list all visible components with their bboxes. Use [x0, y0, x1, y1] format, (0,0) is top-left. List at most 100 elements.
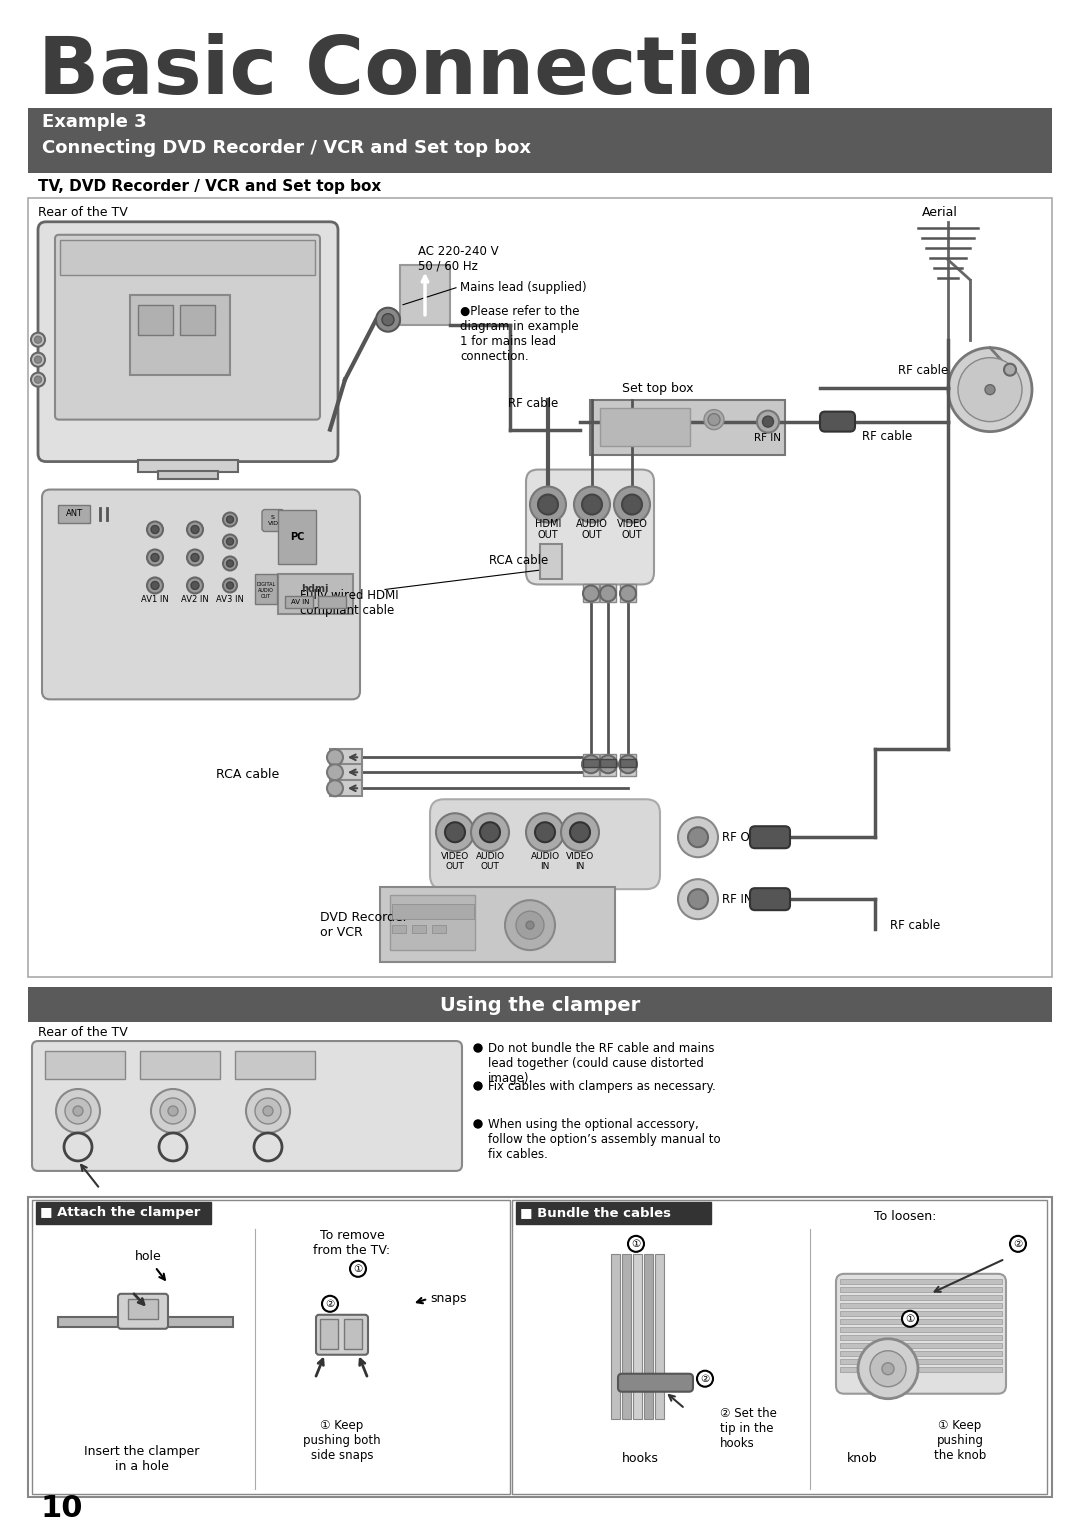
Text: Fully wired HDMI
compliant cable: Fully wired HDMI compliant cable [300, 589, 399, 617]
Circle shape [620, 585, 636, 602]
Text: ■ Attach the clamper: ■ Attach the clamper [40, 1206, 201, 1220]
Text: snaps: snaps [430, 1292, 467, 1306]
Text: ②: ② [1013, 1238, 1023, 1249]
Bar [644, 1254, 653, 1419]
Circle shape [222, 556, 237, 571]
Circle shape [762, 417, 773, 428]
Circle shape [688, 828, 708, 847]
Circle shape [56, 1089, 100, 1133]
Bar [540, 545, 562, 579]
FancyBboxPatch shape [526, 470, 654, 585]
Bar [840, 1287, 1002, 1292]
Circle shape [191, 553, 199, 562]
Circle shape [147, 550, 163, 565]
Circle shape [73, 1106, 83, 1116]
Bar [620, 754, 636, 776]
Circle shape [526, 814, 564, 851]
Text: RF cable: RF cable [508, 397, 558, 409]
Circle shape [227, 560, 233, 567]
FancyBboxPatch shape [118, 1293, 168, 1328]
Circle shape [902, 1310, 918, 1327]
Text: AV2 IN: AV2 IN [181, 596, 208, 605]
Text: To remove
from the TV:: To remove from the TV: [313, 1229, 391, 1257]
Bar [620, 759, 636, 767]
FancyBboxPatch shape [316, 1315, 368, 1354]
Text: Aerial: Aerial [922, 206, 958, 220]
Bar [330, 750, 362, 765]
Text: Insert the clamper
in a hole: Insert the clamper in a hole [84, 1445, 200, 1472]
Text: VIDEO
OUT: VIDEO OUT [441, 852, 469, 870]
Circle shape [474, 1044, 482, 1052]
Text: RF cable: RF cable [890, 919, 941, 931]
Text: ① Keep
pushing both
side snaps: ① Keep pushing both side snaps [303, 1419, 381, 1461]
Bar [600, 408, 690, 446]
Text: AV IN: AV IN [291, 600, 309, 605]
Bar [400, 264, 450, 325]
Circle shape [31, 373, 45, 386]
Bar [840, 1367, 1002, 1371]
Bar [285, 597, 313, 608]
Text: ●Please refer to the
diagram in example
1 for mains lead
connection.: ●Please refer to the diagram in example … [460, 305, 580, 363]
Circle shape [187, 550, 203, 565]
Circle shape [147, 577, 163, 594]
Circle shape [622, 495, 642, 515]
FancyBboxPatch shape [750, 889, 789, 910]
Bar [138, 305, 173, 334]
Text: Using the clamper: Using the clamper [440, 996, 640, 1014]
Text: DVD Recorder
or VCR: DVD Recorder or VCR [320, 912, 408, 939]
Text: Basic Connection: Basic Connection [38, 34, 815, 111]
Circle shape [151, 582, 159, 589]
Text: RF cable: RF cable [897, 363, 948, 377]
Bar [60, 240, 315, 275]
FancyBboxPatch shape [262, 510, 284, 531]
Text: RF IN: RF IN [755, 432, 782, 443]
Text: ①: ① [905, 1313, 915, 1324]
Circle shape [222, 534, 237, 548]
Circle shape [600, 585, 616, 602]
Circle shape [382, 313, 394, 325]
Circle shape [1010, 1235, 1026, 1252]
Bar [411, 925, 426, 933]
FancyBboxPatch shape [55, 235, 320, 420]
Circle shape [599, 756, 617, 773]
Bar [840, 1319, 1002, 1324]
Text: hdmi: hdmi [301, 585, 328, 594]
Circle shape [704, 409, 724, 429]
Bar [255, 574, 276, 605]
Bar [392, 904, 474, 919]
Circle shape [147, 522, 163, 538]
Circle shape [187, 577, 203, 594]
Bar [654, 1254, 664, 1419]
Bar [58, 1316, 233, 1327]
Text: Fix cables with clampers as necessary.: Fix cables with clampers as necessary. [488, 1080, 716, 1093]
Circle shape [168, 1106, 178, 1116]
Bar [590, 400, 785, 455]
Bar [840, 1351, 1002, 1356]
Circle shape [516, 912, 544, 939]
Circle shape [582, 495, 602, 515]
Text: ②: ② [325, 1299, 335, 1309]
Text: AC 220-240 V
50 / 60 Hz: AC 220-240 V 50 / 60 Hz [418, 244, 499, 273]
Text: ① Keep
pushing
the knob: ① Keep pushing the knob [934, 1419, 986, 1461]
Text: AV3 IN: AV3 IN [216, 596, 244, 605]
Bar [330, 765, 362, 780]
Circle shape [708, 414, 720, 426]
Circle shape [958, 357, 1022, 421]
Bar [45, 1051, 125, 1080]
Circle shape [327, 765, 343, 780]
Text: VIDEO
OUT: VIDEO OUT [617, 519, 647, 541]
Bar [840, 1342, 1002, 1348]
Bar [600, 759, 616, 767]
Circle shape [530, 487, 566, 522]
Circle shape [35, 336, 41, 344]
Circle shape [35, 356, 41, 363]
Circle shape [222, 513, 237, 527]
Circle shape [187, 522, 203, 538]
Bar [611, 1254, 620, 1419]
Circle shape [1004, 363, 1016, 376]
Bar [158, 470, 218, 478]
Text: RF OUT: RF OUT [723, 831, 766, 844]
Circle shape [31, 333, 45, 347]
Text: AUDIO
OUT: AUDIO OUT [576, 519, 608, 541]
Text: ①: ① [632, 1238, 640, 1249]
